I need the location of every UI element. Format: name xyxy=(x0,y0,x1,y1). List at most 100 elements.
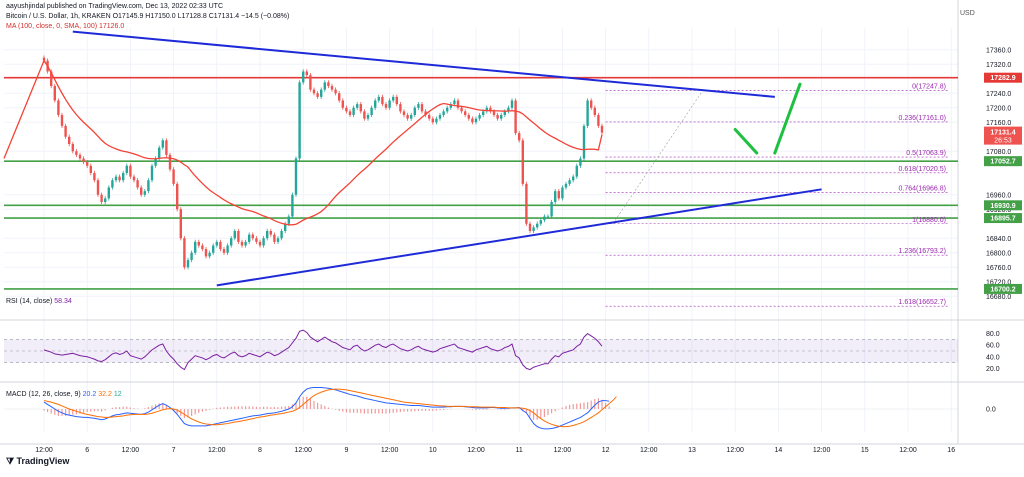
candle-body xyxy=(356,104,359,108)
candle-body xyxy=(226,245,229,253)
rsi-tick-label: 40.0 xyxy=(986,354,1000,361)
level-tag-label: 16895.7 xyxy=(990,216,1015,223)
candle-body xyxy=(118,176,121,181)
time-tick-label: 12:00 xyxy=(381,447,399,454)
candle-body xyxy=(363,111,366,119)
candle-body xyxy=(330,86,334,90)
projection-arrow[interactable] xyxy=(733,128,759,155)
trendlines[interactable] xyxy=(72,30,822,287)
candle-body xyxy=(89,165,92,173)
rsi-line xyxy=(43,329,603,371)
candle-body xyxy=(446,107,449,112)
time-tick-label: 12:00 xyxy=(899,447,917,454)
candle-body xyxy=(399,104,402,112)
candle-body xyxy=(53,86,56,101)
candle-body xyxy=(323,82,326,90)
time-tick-label: 16 xyxy=(947,447,955,454)
fib-level-label: 1.236(16793.2) xyxy=(899,248,946,255)
candle-body xyxy=(302,71,305,83)
candle-body xyxy=(93,173,96,181)
price-tick-label: 17240.0 xyxy=(986,91,1011,98)
candle-body xyxy=(575,165,578,177)
candle-body xyxy=(453,100,456,105)
level-tag[interactable] xyxy=(984,283,1022,294)
current-price-tag[interactable] xyxy=(984,126,1022,145)
candle-body xyxy=(248,234,251,242)
time-tick-label: 12:00 xyxy=(35,447,53,454)
candle-body xyxy=(435,118,438,123)
rsi-legend-label: RSI (14, close) xyxy=(6,298,53,305)
candle-body xyxy=(179,209,182,239)
time-axis[interactable]: 12:00 6 12:00 7 12:00 8 12:00 9 12:00 10 12:00 11 12… xyxy=(35,447,955,454)
candles xyxy=(42,55,604,270)
candle-body xyxy=(554,191,557,202)
trendline-lower[interactable] xyxy=(216,188,822,287)
price-axis[interactable]: 17360.0 17320.0 17240.0 17200.0 17160.0 17080… xyxy=(984,47,1022,414)
macd-legend-label: MACD (12, 26, close, 9) xyxy=(6,391,81,398)
macd-tick-label: 0.0 xyxy=(986,407,996,414)
candle-body xyxy=(392,96,395,101)
fib-level-label: 0.764(16966.8) xyxy=(899,185,946,192)
candle-body xyxy=(147,180,150,192)
macd-legend-hist: 12 xyxy=(113,391,122,398)
candle-body xyxy=(230,238,233,246)
macd-legend-macd: 20.2 xyxy=(82,391,97,398)
candle-body xyxy=(546,216,550,218)
candle-body xyxy=(280,231,283,239)
candle-body xyxy=(474,118,478,123)
candle-body xyxy=(413,107,416,115)
time-tick-label: 9 xyxy=(344,447,348,454)
candle-body xyxy=(568,180,571,184)
candle-body xyxy=(341,100,344,108)
candle-body xyxy=(86,162,89,166)
candle-body xyxy=(284,223,287,231)
projection-arrow[interactable] xyxy=(773,82,802,155)
level-tag[interactable] xyxy=(984,213,1022,224)
candle-body xyxy=(111,180,114,188)
fib-anchor-line[interactable] xyxy=(612,90,704,224)
candle-body xyxy=(579,158,582,166)
projection-arrows[interactable] xyxy=(733,82,802,155)
macd-legend[interactable]: MACD (12, 26, close, 9) 20.2 32.2 12 xyxy=(6,391,122,398)
level-tag-label: 16700.2 xyxy=(990,286,1015,293)
candle-body xyxy=(460,107,463,112)
candle-body xyxy=(291,194,294,217)
candle-body xyxy=(334,89,337,94)
tradingview-logo[interactable]: ⧩ TradingView xyxy=(6,456,69,467)
candle-body xyxy=(215,241,218,246)
price-tick-label: 17080.0 xyxy=(986,149,1011,156)
time-tick-label: 12 xyxy=(602,447,610,454)
current-price-label: 17131.4 xyxy=(990,130,1015,137)
candle-body xyxy=(194,241,197,253)
candle-body xyxy=(471,118,474,123)
fib-retracement[interactable]: 0(17247.8) 0.236(17161.0) 0.5(17063.9) 0.61… xyxy=(605,83,948,307)
ma-legend[interactable]: MA (100, close, 0, SMA, 100) 17126.0 xyxy=(6,23,125,30)
candle-body xyxy=(417,104,420,108)
time-tick-label: 6 xyxy=(85,447,89,454)
grid xyxy=(4,28,958,432)
candle-body xyxy=(258,241,262,246)
time-tick-label: 12:00 xyxy=(122,447,140,454)
level-tag[interactable] xyxy=(984,200,1022,211)
candle-body xyxy=(212,245,215,253)
candle-body xyxy=(107,187,110,199)
candle-body xyxy=(388,100,391,108)
candle-body xyxy=(514,100,517,134)
currency-label: USD xyxy=(960,10,975,17)
price-tick-label: 16800.0 xyxy=(986,250,1011,257)
trendline-upper[interactable] xyxy=(72,30,775,98)
level-tag-label: 16930.9 xyxy=(990,203,1015,210)
candle-body xyxy=(75,151,78,155)
level-tag[interactable] xyxy=(984,72,1022,83)
fib-level-label: 1(16880.0) xyxy=(912,217,946,224)
level-tag[interactable] xyxy=(984,156,1022,167)
rsi-tick-label: 20.0 xyxy=(986,366,1000,373)
rsi-legend[interactable]: RSI (14, close) 58.34 xyxy=(6,298,72,305)
candle-body xyxy=(550,202,553,217)
candle-body xyxy=(485,107,488,112)
candle-body xyxy=(348,111,352,115)
candle-body xyxy=(600,125,604,133)
macd-legend-signal: 32.2 xyxy=(98,391,112,398)
